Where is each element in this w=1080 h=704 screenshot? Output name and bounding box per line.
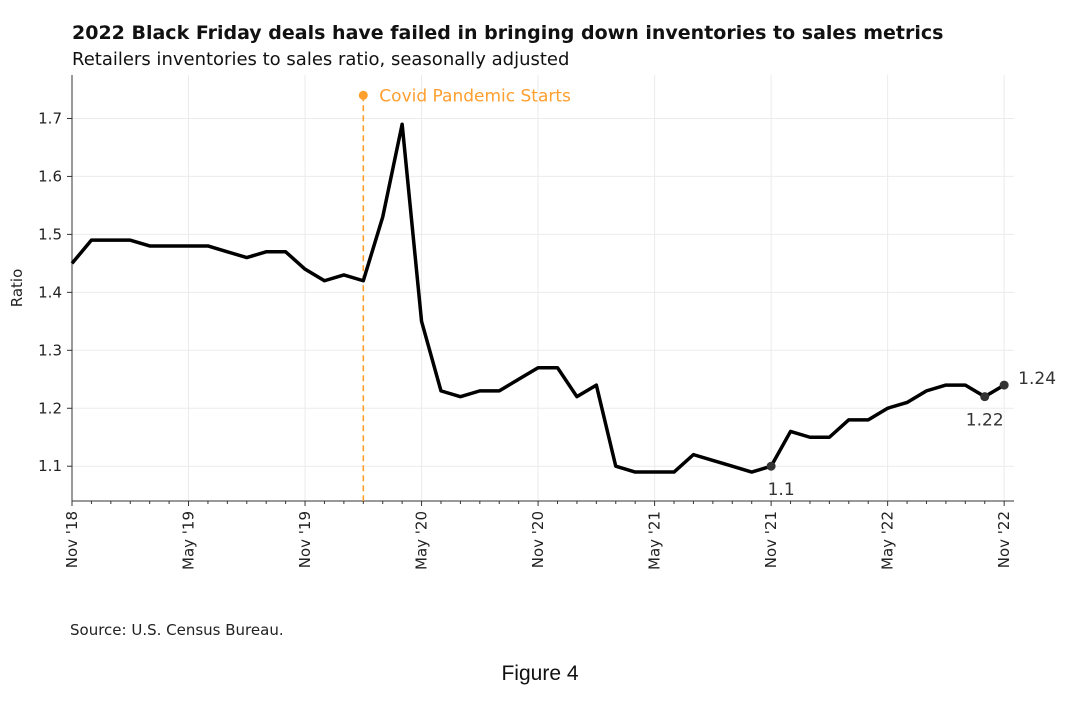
annotation-label: 1.1 xyxy=(768,480,795,500)
y-axis-label: Ratio xyxy=(8,269,26,308)
annotation-label: 1.22 xyxy=(966,411,1004,431)
x-tick-label: Nov '18 xyxy=(63,511,81,568)
y-tick-label: 1.4 xyxy=(38,283,62,301)
x-tick-label: May '19 xyxy=(180,511,198,570)
y-tick-label: 1.3 xyxy=(38,341,62,359)
chart-subtitle: Retailers inventories to sales ratio, se… xyxy=(72,49,570,70)
annotation-point xyxy=(999,380,1009,390)
y-tick-label: 1.5 xyxy=(38,225,62,243)
chart-title: 2022 Black Friday deals have failed in b… xyxy=(72,22,944,44)
covid-event-label: Covid Pandemic Starts xyxy=(379,86,571,106)
x-tick-label: Nov '21 xyxy=(762,511,780,568)
y-tick-label: 1.7 xyxy=(38,109,62,127)
x-tick-label: Nov '22 xyxy=(995,511,1013,568)
source-note: Source: U.S. Census Bureau. xyxy=(70,621,284,639)
x-tick-label: May '21 xyxy=(646,511,664,570)
x-tick-label: Nov '20 xyxy=(529,511,547,568)
x-tick-label: May '22 xyxy=(879,511,897,570)
series-line xyxy=(70,122,1006,474)
annotation-point xyxy=(766,461,776,471)
y-tick-label: 1.1 xyxy=(38,457,62,475)
x-tick-label: May '20 xyxy=(413,511,431,570)
annotation-label: 1.24 xyxy=(1018,369,1056,389)
y-tick-label: 1.6 xyxy=(38,167,62,185)
figure-caption: Figure 4 xyxy=(501,662,579,685)
x-tick-label: Nov '19 xyxy=(296,511,314,568)
annotation-point xyxy=(980,392,990,402)
covid-event-marker xyxy=(358,90,368,100)
y-tick-label: 1.2 xyxy=(38,399,62,417)
